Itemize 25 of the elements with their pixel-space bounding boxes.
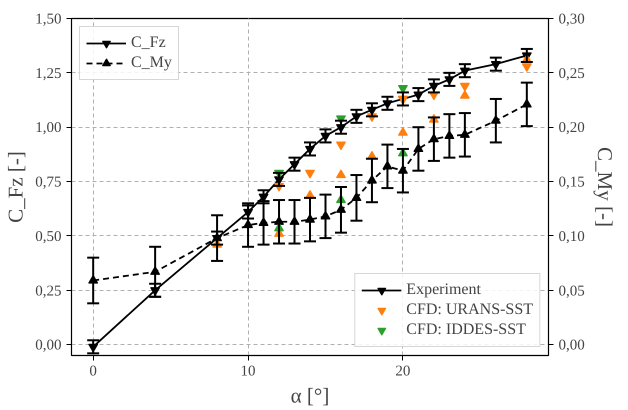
y2-tick-label: 0,05 (558, 283, 585, 300)
y-axis-title: C_Fz [-] (3, 151, 28, 223)
y2-axis-title: C_My [-] (592, 147, 617, 227)
legend-label: C_My (131, 54, 172, 72)
y-tick-label: 0,25 (35, 283, 62, 300)
y2-tick-label: 0,00 (558, 338, 585, 354)
annotation: Experiment (406, 281, 481, 299)
y2-tick-label: 0,15 (558, 174, 585, 191)
x-tick-label: 0 (89, 364, 97, 380)
legend-label: CFD: URANS-SST (406, 301, 533, 319)
y-tick-label: 0,00 (35, 338, 62, 354)
y2-tick-label: 0,20 (558, 120, 585, 136)
y-tick-label: 1,00 (35, 120, 62, 136)
x-axis-title: α [°] (290, 384, 330, 408)
y2-tick-label: 0,25 (558, 66, 585, 82)
y-tick-label: 1,25 (35, 66, 62, 82)
y-tick-label: 0,50 (35, 228, 62, 245)
legend-label: CFD: IDDES-SST (406, 321, 526, 339)
y2-tick-label: 0,30 (558, 12, 585, 28)
y-tick-label: 1,50 (35, 12, 62, 28)
legend-label: C_Fz (131, 34, 166, 52)
x-tick-label: 20 (395, 364, 410, 380)
x-tick-label: 10 (240, 364, 256, 380)
y2-tick-label: 0,10 (558, 228, 585, 245)
y-tick-label: 0,75 (35, 174, 62, 191)
